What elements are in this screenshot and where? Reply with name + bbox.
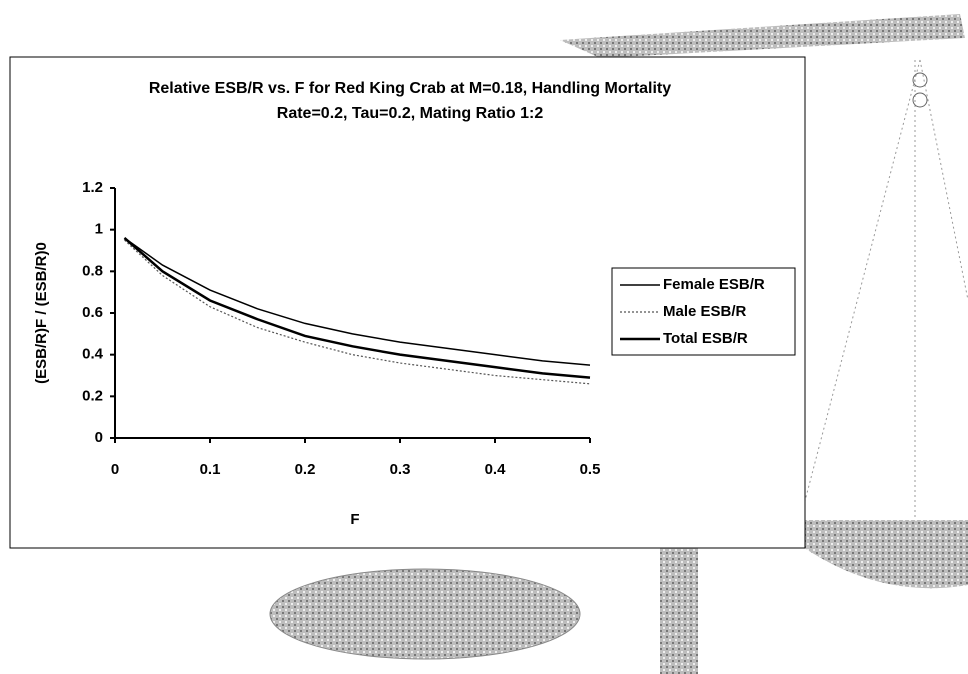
legend-label: Male ESB/R <box>663 303 747 320</box>
y-tick-label: 0.4 <box>82 346 104 363</box>
y-axis-label: (ESB/R)F / (ESB/R)0 <box>33 242 50 384</box>
y-tick-label: 1 <box>95 221 103 238</box>
legend-label: Total ESB/R <box>663 330 748 347</box>
x-axis-label: F <box>350 511 359 528</box>
page: F (ESB/R)F / (ESB/R)0 0 0.2 0.4 0.6 0.8 1 1.2 0… <box>0 0 968 674</box>
y-tick-label: 0.6 <box>82 304 103 321</box>
x-tick-label: 0.3 <box>390 461 411 478</box>
y-tick-label: 0 <box>95 429 103 446</box>
y-tick-label: 0.2 <box>82 387 103 404</box>
x-tick-label: 0 <box>111 461 119 478</box>
legend-label: Female ESB/R <box>663 276 765 293</box>
x-tick-label: 0.1 <box>200 461 221 478</box>
x-tick-label: 0.5 <box>580 461 601 478</box>
x-tick-label: 0.2 <box>295 461 316 478</box>
y-tick-label: 0.8 <box>82 262 103 279</box>
y-tick-label: 1.2 <box>82 179 103 196</box>
x-tick-label: 0.4 <box>485 461 507 478</box>
chart-title: Relative ESB/R vs. F for Red King Crab a… <box>125 76 695 126</box>
